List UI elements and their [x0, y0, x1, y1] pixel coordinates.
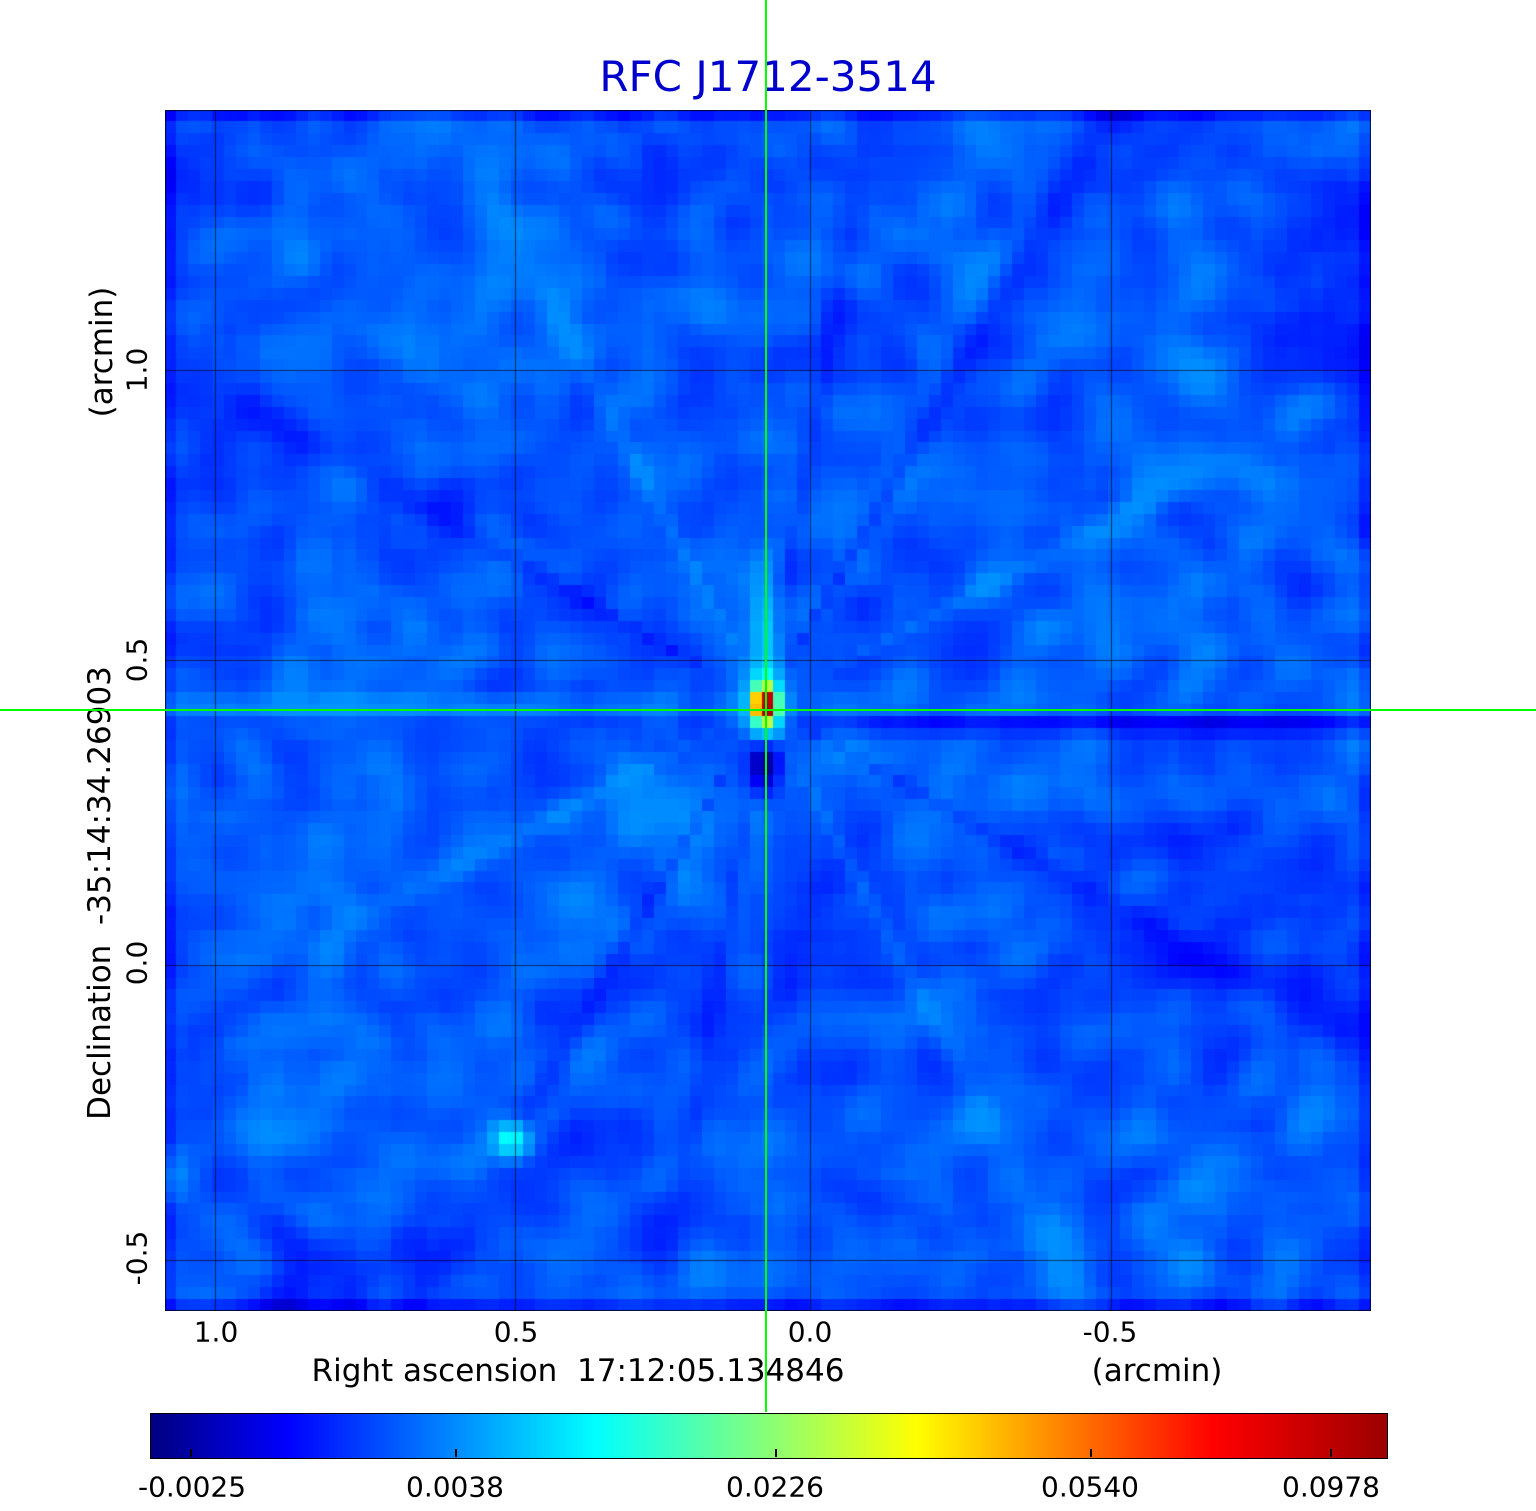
colorbar-tick [190, 1449, 192, 1457]
x-tick-label: 0.5 [493, 1315, 539, 1349]
colorbar-tick-label: 0.0540 [1041, 1470, 1139, 1504]
x-axis-unit-label: (arcmin) [1091, 1353, 1223, 1389]
x-tick-label: 0.0 [787, 1315, 833, 1349]
colorbar-tick [1330, 1449, 1332, 1457]
x-tick-label: -0.5 [1082, 1315, 1138, 1349]
y-tick-label: -0.5 [120, 1230, 154, 1286]
y-tick-label: 0.5 [120, 637, 154, 683]
y-tick-label: 1.0 [120, 347, 154, 393]
colorbar-tick-label: 0.0038 [406, 1470, 504, 1504]
colorbar-tick [455, 1449, 457, 1457]
colorbar-tick [775, 1449, 777, 1457]
x-axis-label: Right ascension 17:12:05.134846 [311, 1353, 845, 1389]
x-tick-label: 1.0 [193, 1315, 239, 1349]
colorbar-tick-label: 0.0978 [1282, 1470, 1380, 1504]
plot-title: RFC J1712-3514 [599, 52, 937, 101]
crosshair-horizontal-line [0, 709, 1536, 711]
crosshair-vertical-line [765, 0, 767, 1412]
colorbar-tick [1090, 1449, 1092, 1457]
colorbar-tick-label: 0.0226 [726, 1470, 824, 1504]
colorbar-gradient [150, 1413, 1388, 1459]
y-axis-label: Declination -35:14:34.26903 [82, 666, 118, 1120]
y-tick-label: 0.0 [120, 940, 154, 986]
y-axis-unit-label: (arcmin) [84, 286, 120, 418]
colorbar-tick-label: -0.0025 [137, 1470, 247, 1504]
